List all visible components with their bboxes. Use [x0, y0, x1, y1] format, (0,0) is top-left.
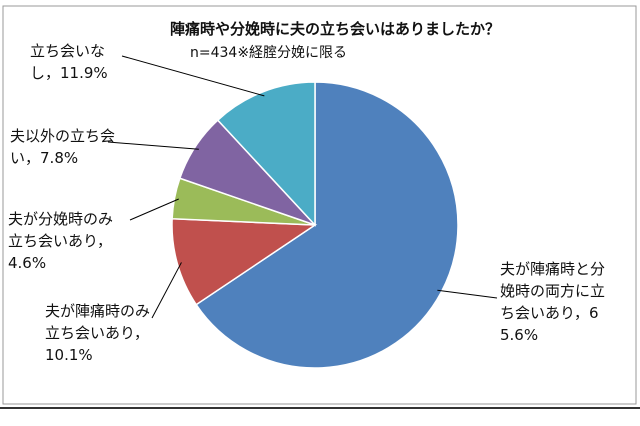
category-label: 立ち会いなし，: [30, 42, 106, 82]
slice-label: 夫以外の立ち会い，7.8%: [10, 125, 122, 169]
chart-title: 陣痛時や分娩時に夫の立ち会いはありましたか？: [170, 20, 501, 38]
category-label: 夫が陣痛時のみ立ち会いあり，: [45, 302, 151, 342]
leader-line: [121, 55, 265, 97]
category-label: 夫が陣痛時と分娩時の両方に立ち会いあり，: [500, 260, 606, 322]
slice-label: 夫が陣痛時のみ立ち会いあり， 10.1%: [45, 300, 153, 366]
value-label: 65.6%: [500, 304, 599, 344]
leader-line: [151, 262, 182, 319]
chart-border: [2, 5, 637, 405]
slice-label: 立ち会いなし，11.9%: [30, 40, 130, 84]
leader-line: [129, 198, 179, 221]
value-label: 4.6%: [8, 254, 47, 272]
chart-subtitle: n=434※経腟分娩に限る: [190, 45, 348, 61]
pie-slice: [171, 217, 318, 306]
slice-label: 夫が陣痛時と分娩時の両方に立ち会いあり，65.6%: [500, 258, 612, 346]
pie-slice: [216, 81, 316, 227]
slice-label: 夫が分娩時のみ立ち会いあり， 4.6%: [8, 208, 118, 274]
category-label: 夫以外の立ち会い，: [10, 127, 116, 167]
category-label: 夫が分娩時のみ立ち会いあり，: [8, 210, 114, 250]
leader-line: [437, 289, 498, 299]
value-label: 11.9%: [60, 64, 108, 82]
pie-slice: [195, 81, 459, 369]
value-label: 10.1%: [45, 346, 93, 364]
leader-line: [107, 141, 199, 150]
value-label: 7.8%: [40, 149, 79, 167]
